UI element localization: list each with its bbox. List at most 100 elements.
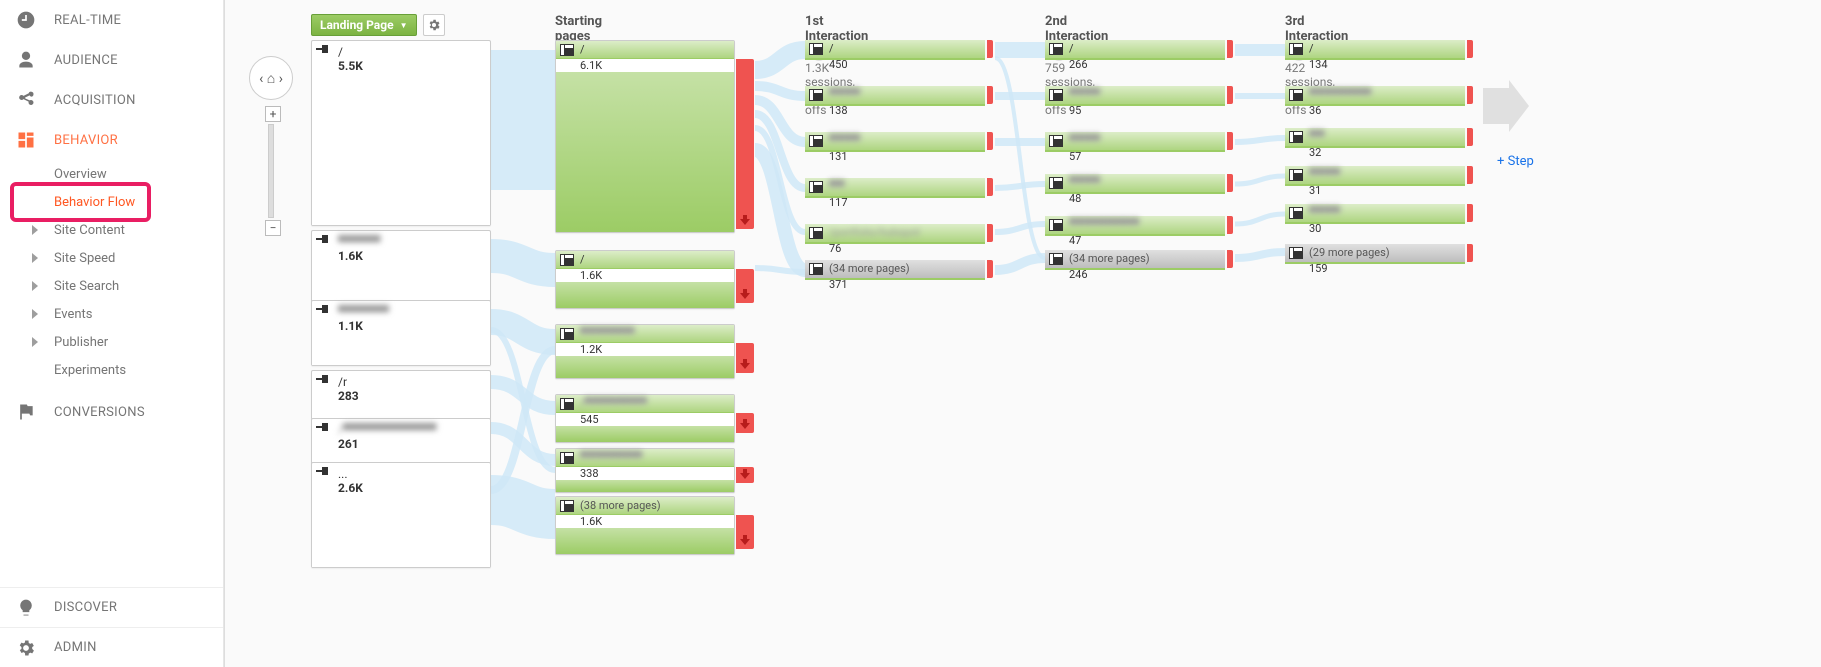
sub-site-speed[interactable]: Site Speed: [0, 244, 223, 272]
page-icon: [560, 254, 574, 266]
page-icon: [1289, 89, 1303, 101]
nav-acquisition[interactable]: ACQUISITION: [0, 80, 223, 120]
nav-behavior[interactable]: BEHAVIOR: [0, 120, 223, 160]
node-head: ▀▀: [1285, 128, 1465, 146]
flow-node[interactable]: (29 more pages)159: [1285, 244, 1465, 264]
page-icon: [809, 227, 823, 239]
node-label: ▀▀▀▀▀▀▀▀: [1309, 88, 1461, 101]
flow-node[interactable]: ▀▀▀▀48: [1045, 174, 1225, 194]
node-value: 48: [1045, 192, 1225, 205]
node-label: /: [829, 42, 981, 55]
nav-label: AUDIENCE: [54, 53, 207, 68]
page-icon: [1289, 43, 1303, 55]
flow-node[interactable]: (34 more pages)371: [805, 260, 985, 280]
next-step-arrow: [1483, 80, 1529, 132]
flow-node[interactable]: /5.5K: [311, 40, 491, 226]
sub-label: Publisher: [54, 335, 108, 350]
flow-node[interactable]: ▀▀▀▀131: [805, 132, 985, 152]
flow-node[interactable]: ▀▀▀▀▀▀▀▀36: [1285, 86, 1465, 106]
node-value: 371: [805, 278, 985, 291]
flow-node[interactable]: ▀▀117: [805, 178, 985, 198]
add-step-link[interactable]: + Step: [1497, 154, 1534, 169]
node-label: ▀▀: [829, 180, 981, 193]
page-icon: [1049, 135, 1063, 147]
flow-node[interactable]: /r283: [311, 370, 491, 420]
flow-node[interactable]: /450: [805, 40, 985, 60]
nav-label: DISCOVER: [54, 600, 207, 615]
dropoff-bar: [1227, 250, 1233, 268]
entry-arrow-icon: [316, 423, 334, 437]
node-label: ▀▀▀▀▀: [338, 235, 484, 249]
page-icon: [1049, 253, 1063, 265]
nav-conversions[interactable]: CONVERSIONS: [0, 392, 223, 432]
flow-node[interactable]: /266: [1045, 40, 1225, 60]
flow-node[interactable]: /portfolio/hubspot76: [805, 224, 985, 244]
sub-experiments[interactable]: Experiments: [0, 356, 223, 384]
sub-publisher[interactable]: Publisher: [0, 328, 223, 356]
left-sidebar: REAL-TIME AUDIENCE ACQUISITION BEHAVIOR …: [0, 0, 224, 667]
flow-node[interactable]: /▀▀▀▀▀▀▀▀545: [555, 394, 735, 443]
flow-node[interactable]: /1.6K: [555, 250, 735, 309]
flow-node[interactable]: ▀▀32: [1285, 128, 1465, 148]
sub-site-search[interactable]: Site Search: [0, 272, 223, 300]
node-label: ▀▀▀▀: [829, 134, 981, 147]
flow-node[interactable]: ▀▀▀▀31: [1285, 166, 1465, 186]
flow-node[interactable]: ▀▀▀▀57: [1045, 132, 1225, 152]
sub-events[interactable]: Events: [0, 300, 223, 328]
flow-node[interactable]: ...2.6K: [311, 462, 491, 568]
flow-node[interactable]: ▀▀▀▀▀▀1.1K: [311, 300, 491, 366]
node-head: /: [1285, 40, 1465, 58]
flow-node[interactable]: ▀▀▀▀30: [1285, 204, 1465, 224]
nav-discover[interactable]: DISCOVER: [0, 587, 223, 627]
share-icon: [16, 90, 36, 110]
node-head: ▀▀▀▀: [805, 86, 985, 104]
node-value: 338: [556, 467, 734, 480]
node-head: (34 more pages): [805, 260, 985, 278]
flow-node[interactable]: ▀▀▀▀▀▀▀▀338: [555, 448, 735, 493]
flow-node[interactable]: (34 more pages)246: [1045, 250, 1225, 270]
dropoff-bar: [987, 178, 993, 196]
dropoff-bar: [1467, 40, 1473, 58]
nav-realtime[interactable]: REAL-TIME: [0, 0, 223, 40]
sub-label: Behavior Flow: [54, 195, 135, 210]
dropoff-bar: [1467, 86, 1473, 104]
node-value: 138: [805, 104, 985, 117]
dropoff-bar: [987, 224, 993, 242]
dropoff-bar: [1227, 40, 1233, 58]
flow-node[interactable]: ▀▀▀▀138: [805, 86, 985, 106]
sub-site-content[interactable]: Site Content: [0, 216, 223, 244]
flow-node[interactable]: ▀▀▀▀95: [1045, 86, 1225, 106]
clock-icon: [16, 10, 36, 30]
flow-node[interactable]: /▀▀▀▀▀▀▀▀▀▀▀261: [311, 418, 491, 468]
nav-admin[interactable]: ADMIN: [0, 627, 223, 667]
node-label: (38 more pages): [580, 499, 730, 512]
node-label: ▀▀▀▀: [1069, 176, 1221, 189]
flow-node[interactable]: /6.1K: [555, 40, 735, 233]
node-body: [312, 335, 490, 365]
sub-behavior-flow[interactable]: Behavior Flow: [0, 188, 223, 216]
caret-right-icon: [30, 253, 46, 263]
flow-node[interactable]: ▀▀▀▀▀▀▀▀▀47: [1045, 216, 1225, 236]
node-head: /: [1045, 40, 1225, 58]
page-icon: [560, 398, 574, 410]
sub-label: Experiments: [54, 363, 126, 378]
page-icon: [809, 135, 823, 147]
page-icon: [560, 452, 574, 464]
entry-arrow-icon: [316, 305, 334, 319]
entry-arrow-icon: [316, 375, 334, 389]
flow-node[interactable]: ▀▀▀▀▀▀▀1.2K: [555, 324, 735, 379]
node-head: (34 more pages): [1045, 250, 1225, 268]
node-head: ▀▀▀▀: [1045, 132, 1225, 150]
sub-label: Site Speed: [54, 251, 115, 266]
flow-node[interactable]: (38 more pages)1.6K: [555, 496, 735, 555]
node-value: 47: [1045, 234, 1225, 247]
page-icon: [1289, 169, 1303, 181]
node-head: /: [556, 251, 734, 269]
nav-audience[interactable]: AUDIENCE: [0, 40, 223, 80]
sub-overview[interactable]: Overview: [0, 160, 223, 188]
node-label: /▀▀▀▀▀▀▀▀: [580, 397, 730, 410]
caret-right-icon: [30, 309, 46, 319]
node-label: ▀▀▀▀▀▀: [338, 305, 484, 319]
flow-node[interactable]: ▀▀▀▀▀1.6K: [311, 230, 491, 306]
flow-node[interactable]: /134: [1285, 40, 1465, 60]
